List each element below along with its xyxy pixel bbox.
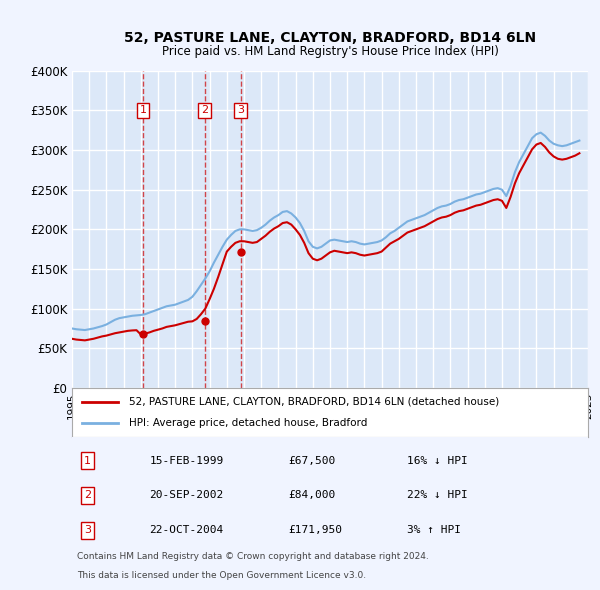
Text: 16% ↓ HPI: 16% ↓ HPI	[407, 455, 468, 466]
Text: 15-FEB-1999: 15-FEB-1999	[149, 455, 224, 466]
Text: 3: 3	[84, 525, 91, 535]
Text: Price paid vs. HM Land Registry's House Price Index (HPI): Price paid vs. HM Land Registry's House …	[161, 45, 499, 58]
Text: 1: 1	[84, 455, 91, 466]
Text: £84,000: £84,000	[289, 490, 336, 500]
Text: 52, PASTURE LANE, CLAYTON, BRADFORD, BD14 6LN: 52, PASTURE LANE, CLAYTON, BRADFORD, BD1…	[124, 31, 536, 45]
Text: 2: 2	[84, 490, 91, 500]
Text: 22-OCT-2004: 22-OCT-2004	[149, 525, 224, 535]
Text: 22% ↓ HPI: 22% ↓ HPI	[407, 490, 468, 500]
Text: £67,500: £67,500	[289, 455, 336, 466]
Text: 1: 1	[139, 106, 146, 116]
Text: 20-SEP-2002: 20-SEP-2002	[149, 490, 224, 500]
Text: 3% ↑ HPI: 3% ↑ HPI	[407, 525, 461, 535]
Text: This data is licensed under the Open Government Licence v3.0.: This data is licensed under the Open Gov…	[77, 571, 366, 580]
Text: 3: 3	[237, 106, 244, 116]
Text: Contains HM Land Registry data © Crown copyright and database right 2024.: Contains HM Land Registry data © Crown c…	[77, 552, 429, 560]
Text: HPI: Average price, detached house, Bradford: HPI: Average price, detached house, Brad…	[129, 418, 367, 428]
Text: 52, PASTURE LANE, CLAYTON, BRADFORD, BD14 6LN (detached house): 52, PASTURE LANE, CLAYTON, BRADFORD, BD1…	[129, 396, 499, 407]
Text: 2: 2	[201, 106, 208, 116]
Text: £171,950: £171,950	[289, 525, 343, 535]
